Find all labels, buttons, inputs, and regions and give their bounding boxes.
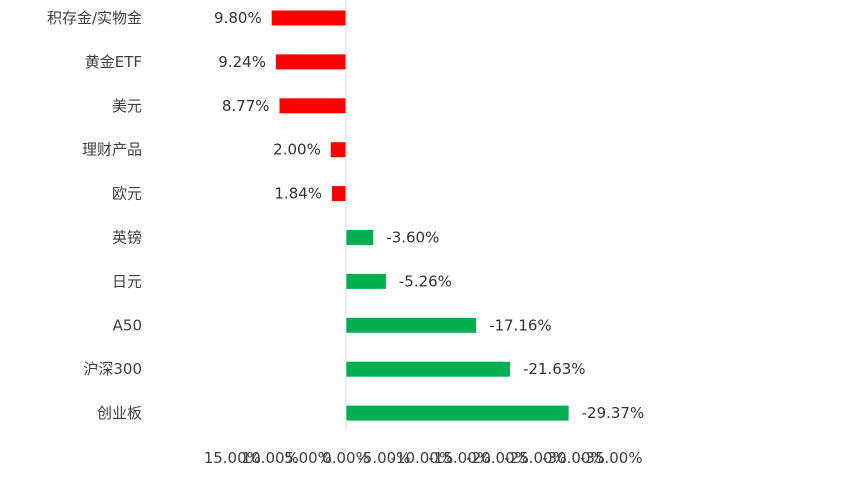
x-tick-label: -10.00%	[390, 449, 453, 467]
bars-group	[271, 10, 569, 421]
x-axis-tick-labels: 15.00%10.00%5.00%0.00%-5.00%-10.00%-15.0…	[204, 449, 643, 467]
category-label: 理财产品	[82, 141, 142, 159]
x-tick-label: 5.00%	[284, 449, 332, 467]
bar-10	[346, 405, 569, 421]
x-tick-label: 0.00%	[322, 449, 370, 467]
x-tick-label: -35.00%	[580, 449, 643, 467]
x-tick-label: 10.00%	[242, 449, 299, 467]
bar-9	[346, 361, 510, 377]
value-label: -17.16%	[489, 316, 552, 334]
bar-2	[275, 54, 346, 70]
x-tick-label: -25.00%	[504, 449, 567, 467]
value-label: -21.63%	[523, 360, 586, 378]
category-label: 英镑	[112, 229, 142, 247]
category-label: 沪深300	[83, 360, 142, 378]
category-label: A50	[113, 316, 142, 334]
value-label: -5.26%	[399, 272, 452, 290]
value-labels: 9.80% 9.24% 8.77% 2.00% 1.84% -3.60% -5.26% -17…	[214, 9, 644, 422]
value-label: 8.77%	[222, 97, 270, 115]
x-tick-label: -20.00%	[466, 449, 529, 467]
x-tick-label: 15.00%	[204, 449, 261, 467]
value-label: -29.37%	[582, 404, 645, 422]
category-label: 日元	[112, 272, 142, 290]
category-label: 欧元	[112, 185, 142, 203]
category-label: 积存金/实物金	[47, 9, 142, 27]
bar-6	[346, 230, 374, 245]
category-label: 美元	[112, 97, 142, 115]
bar-8	[346, 317, 477, 333]
x-tick-label: -5.00%	[357, 449, 410, 467]
category-label: 黄金ETF	[85, 53, 142, 71]
value-label: 2.00%	[273, 141, 321, 159]
bar-1	[271, 10, 346, 26]
value-label: 9.80%	[214, 9, 262, 27]
value-label: 9.24%	[218, 53, 266, 71]
bar-3	[279, 98, 346, 114]
x-tick-label: -15.00%	[428, 449, 491, 467]
bar-5	[332, 186, 346, 202]
bar-4	[330, 142, 346, 158]
value-label: -3.60%	[386, 229, 439, 247]
x-tick-label: -30.00%	[542, 449, 605, 467]
value-label: 1.84%	[274, 185, 322, 203]
category-label: 创业板	[97, 404, 142, 422]
bar-7	[346, 273, 386, 289]
